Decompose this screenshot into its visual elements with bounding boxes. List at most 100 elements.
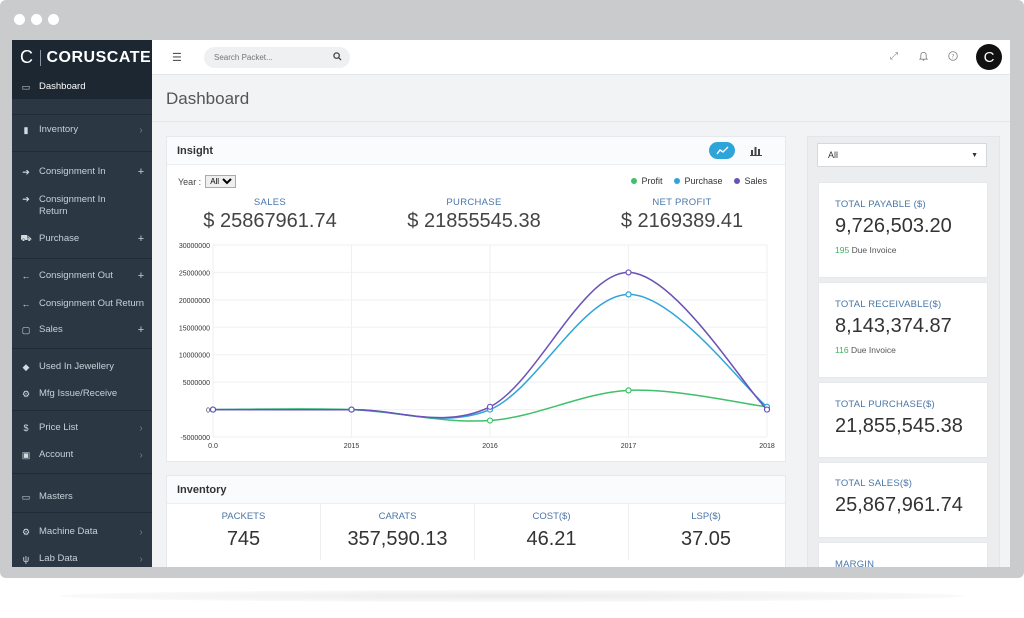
- sidebar-item-label: Consignment Out Return: [39, 298, 145, 309]
- sidebar-item-label: Consignment In: [39, 166, 106, 177]
- data-point-sales: [486, 403, 494, 410]
- insight-line-chart: 30000000 25000000 20000000 15000000 10000000…: [179, 243, 775, 450]
- monitor-icon: ▭: [21, 491, 31, 502]
- line-chart-view-button[interactable]: [709, 142, 735, 159]
- window-dot-icon[interactable]: [48, 14, 59, 25]
- inventory-packets: PACKETS 745: [167, 504, 321, 560]
- sidebar-item-sales[interactable]: ▢ Sales +: [12, 318, 152, 342]
- sidebar-item-masters[interactable]: ▭ Masters: [12, 485, 152, 509]
- y-tick-label: 0: [206, 408, 210, 415]
- sidebar-item-label: Lab Data: [39, 553, 78, 564]
- stat-value: $ 2169389.41: [620, 210, 744, 232]
- inventory-value: 37.05: [680, 528, 732, 550]
- kpi-total-purchase: TOTAL PURCHASE($) 21,855,545.38: [818, 382, 988, 458]
- inventory-card: Inventory PACKETS 745 CARATS 357,590.13 …: [166, 475, 786, 567]
- avatar[interactable]: C: [976, 44, 1002, 70]
- kpi-value: 21,855,545.38: [835, 415, 963, 437]
- x-tick-label: 2017: [621, 443, 637, 450]
- sidebar-item-dashboard[interactable]: ▭ Dashboard: [12, 75, 152, 99]
- app-screen: C CORUSCATE ▭ Dashboard ▮ Inventory › ➔ …: [12, 40, 1010, 567]
- sidebar-item-consignment-out-return[interactable]: ← Consignment Out Return: [12, 292, 152, 316]
- bell-icon[interactable]: [918, 51, 929, 64]
- data-point-sales: [763, 406, 771, 413]
- inventory-label: LSP($): [691, 511, 721, 522]
- kpi-label: TOTAL RECEIVABLE($): [835, 299, 942, 310]
- inventory-label: PACKETS: [221, 511, 266, 522]
- sidebar-item-purchase[interactable]: ⛟ Purchase +: [12, 227, 152, 251]
- help-icon[interactable]: ?: [948, 51, 958, 64]
- bag-icon: ▢: [21, 324, 31, 335]
- sidebar-item-consignment-in[interactable]: ➔ Consignment In +: [12, 160, 152, 184]
- fullscreen-icon[interactable]: ⤢: [890, 51, 898, 62]
- inventory-label: CARATS: [378, 511, 417, 522]
- flask-icon: ψ: [22, 554, 30, 564]
- inventory-value: 745: [226, 528, 261, 550]
- x-tick-label: 2016: [482, 443, 498, 450]
- search-icon[interactable]: [333, 52, 342, 63]
- y-tick-label: 10000000: [179, 353, 210, 360]
- sidebar-item-label: Dashboard: [39, 81, 86, 92]
- top-bar: ☰ ⤢ ? C: [152, 40, 1010, 75]
- sidebar-item-inventory[interactable]: ▮ Inventory ›: [12, 118, 152, 142]
- x-tick-label: 0.0: [208, 443, 218, 450]
- y-tick-label: 25000000: [179, 270, 210, 277]
- sidebar-item-mfg-issue-receive[interactable]: ⚙ Mfg Issue/Receive: [12, 382, 152, 406]
- net-profit-stat: NET PROFIT $ 2169389.41: [607, 197, 757, 233]
- sidebar-item-machine-data[interactable]: ⚙ Machine Data ›: [12, 520, 152, 544]
- window-shadow: [60, 590, 964, 602]
- insight-title: Insight: [177, 144, 214, 157]
- menu-toggle-icon[interactable]: ☰: [172, 52, 182, 64]
- kpi-margin: MARGIN: [818, 542, 988, 567]
- kpi-label: TOTAL SALES($): [835, 478, 913, 489]
- kpi-subtext[interactable]: 116 Due Invoice: [835, 345, 987, 355]
- series-line-sales: [212, 271, 768, 419]
- sidebar-item-lab-data[interactable]: ψ Lab Data ›: [12, 547, 152, 567]
- window-dot-icon[interactable]: [14, 14, 25, 25]
- sidebar-item-label: Price List: [39, 422, 79, 433]
- kpi-label: TOTAL PAYABLE ($): [835, 199, 926, 210]
- sidebar-item-label: Consignment In Return: [39, 194, 106, 217]
- legend-item-sales[interactable]: Sales: [734, 176, 767, 186]
- browser-window: C CORUSCATE ▭ Dashboard ▮ Inventory › ➔ …: [0, 0, 1024, 578]
- legend-label: Purchase: [684, 176, 723, 186]
- plus-icon[interactable]: +: [137, 166, 145, 178]
- plus-icon[interactable]: +: [137, 270, 145, 282]
- chevron-right-icon: ›: [139, 526, 143, 538]
- kpi-subtext[interactable]: 195 Due Invoice: [835, 245, 987, 255]
- sidebar-item-label: Account: [39, 449, 74, 460]
- bar-chart-view-button[interactable]: [743, 142, 769, 159]
- inventory-carats: CARATS 357,590.13: [321, 504, 475, 560]
- legend-label: Sales: [744, 176, 767, 186]
- data-point-purchase: [625, 291, 632, 298]
- plus-icon[interactable]: +: [137, 324, 145, 336]
- legend-item-purchase[interactable]: Purchase: [674, 176, 722, 186]
- svg-text:?: ?: [951, 53, 954, 60]
- year-select[interactable]: All: [205, 175, 237, 188]
- legend-dot: [631, 178, 638, 184]
- plus-icon[interactable]: +: [137, 233, 145, 245]
- data-point-sales: [625, 269, 632, 276]
- legend-item-profit[interactable]: Profit: [631, 176, 662, 186]
- line-chart-icon: [715, 146, 728, 155]
- summary-filter-select[interactable]: All ▼: [817, 143, 987, 167]
- filter-value: All: [828, 150, 839, 160]
- sales-stat: SALES $ 25867961.74: [195, 197, 345, 233]
- brand-logo[interactable]: C CORUSCATE: [12, 40, 152, 75]
- sidebar-item-label: Sales: [39, 324, 63, 335]
- kpi-value: 8,143,374.87: [835, 315, 952, 337]
- search-input[interactable]: [204, 47, 319, 68]
- sidebar-item-consignment-out[interactable]: ← Consignment Out +: [12, 264, 152, 288]
- kpi-sub-label: Due Invoice: [851, 245, 897, 255]
- gears-icon: ⚙: [21, 388, 31, 399]
- window-dot-icon[interactable]: [31, 14, 42, 25]
- legend-dot: [734, 178, 741, 184]
- search-box: [204, 47, 350, 68]
- title-divider: [152, 121, 1010, 122]
- sidebar-item-used-in-jewellery[interactable]: ◆ Used In Jewellery: [12, 355, 152, 379]
- sidebar-item-account[interactable]: ▣ Account ›: [12, 443, 152, 467]
- sidebar-item-price-list[interactable]: $ Price List ›: [12, 416, 152, 440]
- sidebar-item-consignment-in-return[interactable]: ➔ Consignment In Return: [12, 192, 152, 220]
- kpi-count: 116: [835, 345, 849, 355]
- kpi-value: 9,726,503.20: [835, 215, 952, 237]
- chevron-right-icon: ›: [139, 124, 143, 136]
